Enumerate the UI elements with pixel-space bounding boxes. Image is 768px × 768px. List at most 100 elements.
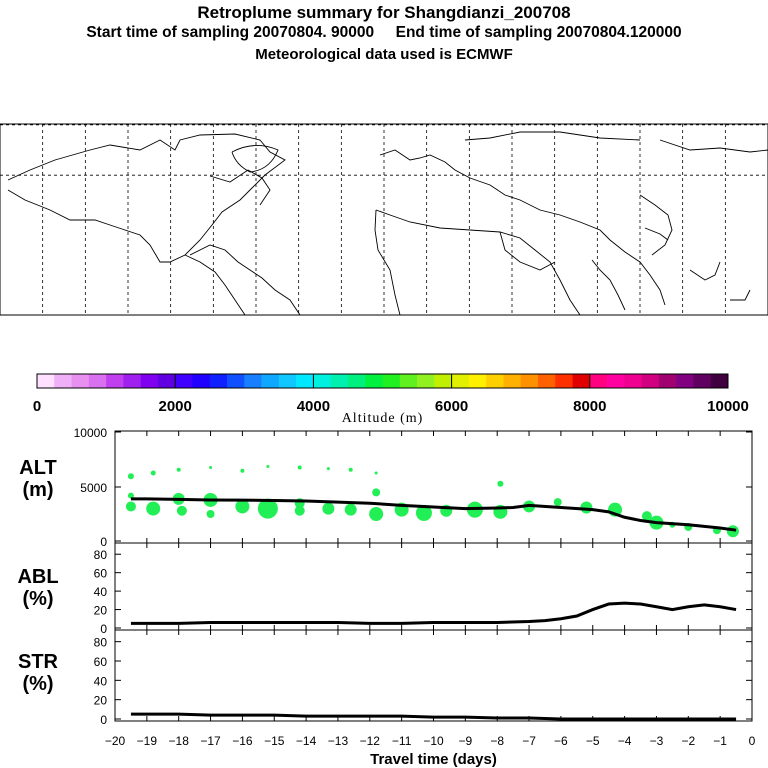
alt-scatter-point [297, 465, 302, 470]
colorbar-swatch [537, 374, 556, 388]
map-graticule [0, 124, 768, 315]
plume-circle [582, 43, 616, 77]
alt-scatter-point [553, 498, 562, 507]
str-line [130, 712, 737, 721]
alt-scatter-point [372, 488, 381, 497]
plume-circle [280, 66, 288, 74]
colorbar-swatch [157, 374, 176, 388]
met-data-note: Meteorological data used is ECMWF [255, 46, 513, 63]
colorbar-swatch [192, 374, 211, 388]
y-tick-label: 10000 [74, 426, 108, 440]
plume-circle [304, 64, 310, 70]
alt-scatter-point [176, 467, 181, 472]
y-tick-label: 0 [100, 622, 107, 636]
plume-day-label: 17 [303, 63, 311, 72]
plume-day-label: 18 [288, 60, 296, 69]
plume-circle [435, 45, 465, 75]
x-tick-label: −5 [586, 734, 600, 748]
y-tick-label: 80 [94, 548, 108, 562]
plume-circle [569, 44, 605, 80]
alt-scatter-point [146, 501, 161, 516]
plume-circle [589, 94, 605, 110]
plume-day-label: 17 [381, 57, 397, 74]
y-tick-label: 20 [94, 694, 108, 708]
colorbar-swatch [106, 374, 124, 388]
colorbar-tick-label: 4000 [297, 398, 330, 415]
alt-scatter-point [257, 498, 278, 519]
x-tick-label: −9 [459, 734, 473, 748]
colorbar-swatch [88, 374, 107, 388]
colorbar-swatch [468, 374, 487, 388]
plume-day-label: 16 [417, 57, 437, 79]
alt-panel-label: ALT (m) [8, 457, 68, 501]
abl-label-unit: (%) [22, 588, 54, 610]
plume-circle [358, 64, 380, 86]
x-axis-label: Travel time (days) [370, 751, 497, 768]
alt-scatter-point [266, 464, 270, 468]
alt-scatter-point [235, 499, 250, 514]
x-tick-label: −15 [264, 734, 285, 748]
x-tick-label: 0 [749, 734, 756, 748]
y-tick-label: 0 [100, 535, 107, 549]
colorbar-tick-label: 10000 [707, 398, 749, 415]
plume-circle [528, 73, 542, 87]
plume-day-label: 8 [595, 50, 604, 71]
x-tick-label: −4 [618, 734, 632, 748]
colorbar-swatch [382, 374, 401, 388]
colorbar-swatch [296, 374, 314, 388]
alt-scatter-point [125, 501, 136, 512]
colorbar-swatch [330, 374, 349, 388]
abl-line [130, 601, 737, 625]
str-panel-label: STR (%) [8, 651, 68, 695]
colorbar-swatch [278, 374, 297, 388]
alt-scatter-point [206, 510, 215, 518]
plume-circle [288, 61, 296, 69]
panel-frame [114, 629, 753, 722]
alt-scatter-point [240, 468, 245, 473]
colorbar-tick-label: 2000 [159, 398, 192, 415]
alt-scatter-point [322, 502, 335, 515]
alt-scatter-point [415, 504, 432, 521]
y-tick-label: 40 [94, 585, 108, 599]
alt-scatter-point [326, 467, 330, 471]
plume-day-label: 10 [577, 52, 597, 74]
colorbar-tick-label: 8000 [573, 398, 606, 415]
abl-label-name: ABL [17, 566, 59, 588]
plume-day-label: 13 [473, 68, 487, 84]
colorbar-swatch [37, 374, 55, 388]
colorbar-label: Altitude (m) [342, 411, 424, 426]
colorbar-swatch [347, 374, 366, 388]
panel-frame [114, 542, 753, 631]
x-tick-label: −12 [360, 734, 381, 748]
y-tick-label: 0 [100, 713, 107, 727]
x-tick-label: −6 [554, 734, 568, 748]
plume-day-label: 14 [476, 55, 490, 70]
x-tick-label: −20 [105, 734, 126, 748]
plume-day-label: 19 [280, 65, 288, 74]
alt-scatter-point [641, 511, 652, 522]
colorbar-swatch [71, 374, 90, 388]
alt-scatter-point [348, 467, 353, 472]
colorbar-swatch [641, 374, 660, 388]
chart-title: Retroplume summary for Shangdianzi_20070… [197, 3, 571, 22]
plume-circle [467, 62, 493, 88]
x-tick-label: −8 [490, 734, 504, 748]
colorbar-swatch [624, 374, 642, 388]
colorbar-swatch [313, 374, 331, 388]
colorbar-swatch [555, 374, 573, 388]
plume-day-label: 19 [665, 29, 674, 39]
colorbar-swatch [503, 374, 521, 388]
x-tick-label: −13 [328, 734, 349, 748]
y-tick-label: 60 [94, 655, 108, 669]
x-tick-label: −11 [392, 734, 412, 748]
x-tick-label: −19 [137, 734, 158, 748]
colorbar-swatch [520, 374, 539, 388]
colorbar-swatch [365, 374, 383, 388]
alt-mean-line [130, 497, 737, 532]
plume-day-label: 12 [531, 75, 539, 84]
plume-day-label: 19 [363, 68, 375, 82]
